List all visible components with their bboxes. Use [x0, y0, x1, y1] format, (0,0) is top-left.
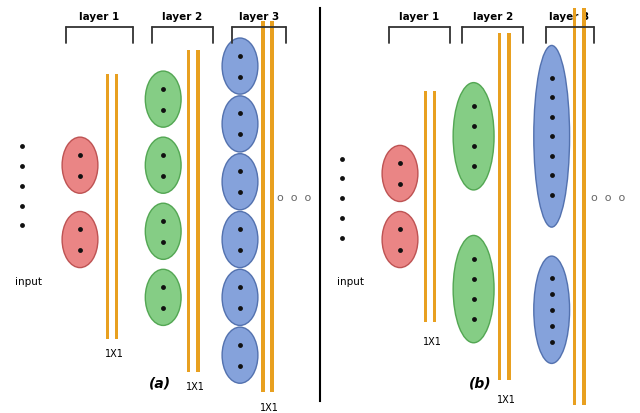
Ellipse shape — [145, 269, 181, 325]
Text: layer 1: layer 1 — [399, 12, 439, 22]
Ellipse shape — [534, 45, 570, 227]
Bar — [261, 21, 265, 392]
Bar — [270, 21, 274, 392]
Text: 1X1: 1X1 — [260, 403, 279, 413]
Bar — [498, 33, 502, 380]
Ellipse shape — [382, 145, 418, 202]
Bar — [433, 91, 436, 322]
Bar — [582, 8, 586, 405]
Bar — [424, 91, 428, 322]
Text: 1X1: 1X1 — [186, 382, 205, 392]
Text: layer 3: layer 3 — [239, 12, 279, 22]
Bar — [507, 33, 511, 380]
Ellipse shape — [222, 38, 258, 94]
Text: 1X1: 1X1 — [497, 395, 516, 405]
Bar — [187, 50, 191, 372]
Ellipse shape — [222, 96, 258, 152]
Text: layer 1: layer 1 — [79, 12, 119, 22]
Ellipse shape — [453, 235, 494, 343]
Text: o  o  o: o o o — [591, 193, 625, 203]
Ellipse shape — [222, 211, 258, 268]
Text: (b): (b) — [468, 376, 492, 390]
Ellipse shape — [222, 327, 258, 383]
Ellipse shape — [145, 137, 181, 193]
Text: 1X1: 1X1 — [422, 337, 442, 347]
Text: layer 3: layer 3 — [550, 12, 589, 22]
Bar — [115, 74, 118, 339]
Text: 1X1: 1X1 — [104, 349, 124, 359]
Text: input: input — [15, 277, 42, 287]
Text: input: input — [337, 277, 364, 287]
Ellipse shape — [62, 211, 98, 268]
Ellipse shape — [145, 71, 181, 127]
Text: (a): (a) — [149, 376, 171, 390]
Text: layer 2: layer 2 — [163, 12, 202, 22]
Text: layer 2: layer 2 — [473, 12, 513, 22]
Bar — [196, 50, 200, 372]
Bar — [573, 8, 576, 405]
Ellipse shape — [222, 154, 258, 210]
Ellipse shape — [222, 269, 258, 325]
Ellipse shape — [382, 211, 418, 268]
Ellipse shape — [145, 203, 181, 259]
Ellipse shape — [534, 256, 570, 363]
Ellipse shape — [62, 137, 98, 193]
Text: o  o  o: o o o — [277, 193, 312, 203]
Bar — [106, 74, 109, 339]
Ellipse shape — [453, 83, 494, 190]
